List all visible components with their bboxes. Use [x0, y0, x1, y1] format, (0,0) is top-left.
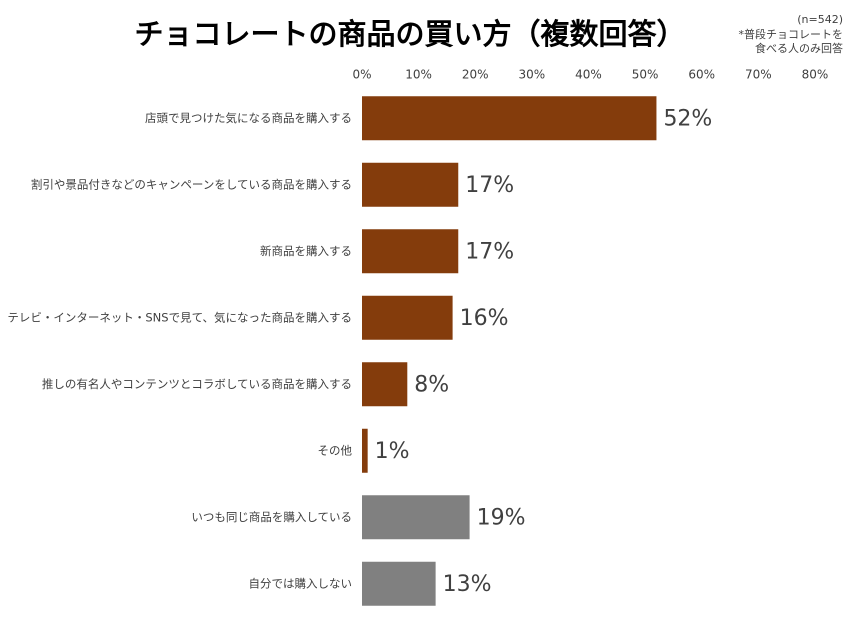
- bar: [362, 362, 408, 407]
- bar: [362, 295, 453, 340]
- y-tick-label: 割引や景品付きなどのキャンペーンをしている商品を購入する: [31, 177, 352, 191]
- note: (n=542): [797, 13, 843, 26]
- value-label: 17%: [465, 173, 514, 198]
- x-tick-label: 10%: [405, 68, 432, 82]
- note: 食べる人のみ回答: [755, 41, 843, 55]
- bar: [362, 96, 657, 141]
- x-tick-label: 0%: [352, 68, 371, 82]
- value-label: 1%: [375, 439, 410, 464]
- x-tick-label: 30%: [519, 68, 546, 82]
- bar: [362, 229, 459, 274]
- value-label: 16%: [460, 306, 509, 331]
- y-tick-label: 推しの有名人やコンテンツとコラボしている商品を購入する: [42, 377, 352, 391]
- x-tick-label: 40%: [575, 68, 602, 82]
- y-tick-label: テレビ・インターネット・SNSで見て、気になった商品を購入する: [7, 310, 352, 324]
- bar: [362, 495, 470, 540]
- x-tick-label: 50%: [632, 68, 659, 82]
- bar: [362, 561, 436, 606]
- y-tick-label: その他: [318, 443, 353, 457]
- y-tick-label: 自分では購入しない: [249, 576, 353, 590]
- x-tick-label: 80%: [802, 68, 829, 82]
- y-tick-label: 新商品を購入する: [260, 244, 352, 258]
- note: *普段チョコレートを: [739, 27, 844, 41]
- x-tick-label: 70%: [745, 68, 772, 82]
- value-label: 8%: [414, 372, 449, 397]
- bar: [362, 428, 368, 473]
- value-label: 52%: [663, 106, 712, 131]
- value-label: 13%: [443, 572, 492, 597]
- x-tick-label: 60%: [688, 68, 715, 82]
- y-tick-label: 店頭で見つけた気になる商品を購入する: [145, 111, 352, 125]
- value-label: 17%: [465, 239, 514, 264]
- x-tick-label: 20%: [462, 68, 489, 82]
- value-label: 19%: [477, 505, 526, 530]
- chart-title: チョコレートの商品の買い方（複数回答）: [134, 17, 685, 51]
- bar: [362, 162, 459, 207]
- y-tick-label: いつも同じ商品を購入している: [191, 510, 352, 524]
